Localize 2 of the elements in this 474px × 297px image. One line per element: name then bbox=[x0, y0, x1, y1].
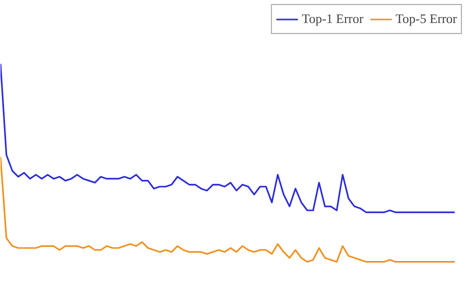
legend-label: Top-5 Error bbox=[395, 11, 457, 27]
legend-label: Top-1 Error bbox=[302, 11, 364, 27]
